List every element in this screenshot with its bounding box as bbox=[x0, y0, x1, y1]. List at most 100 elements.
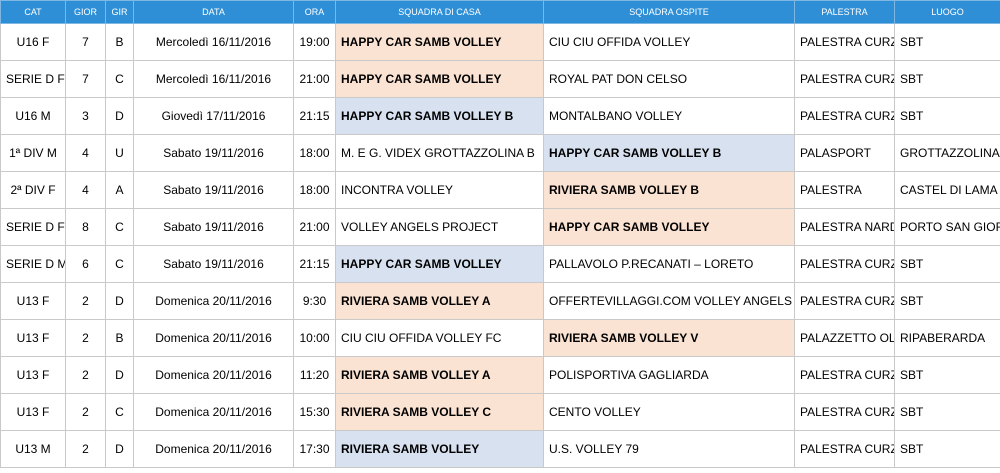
cell-data[interactable]: Domenica 20/11/2016 bbox=[133, 319, 294, 357]
cell-gior[interactable]: 2 bbox=[65, 319, 106, 357]
cell-luogo[interactable]: GROTTAZZOLINA bbox=[894, 134, 1000, 172]
cell-luogo[interactable]: PORTO SAN GIORGIO bbox=[894, 208, 1000, 246]
cell-gior[interactable]: 2 bbox=[65, 430, 106, 468]
cell-gir[interactable]: U bbox=[105, 134, 134, 172]
cell-palestra[interactable]: PALESTRA CURZI bbox=[794, 97, 895, 135]
cell-data[interactable]: Sabato 19/11/2016 bbox=[133, 245, 294, 283]
cell-ora[interactable]: 17:30 bbox=[293, 430, 336, 468]
cell-cat[interactable]: 2ª DIV F bbox=[0, 171, 66, 209]
cell-cat[interactable]: U16 F bbox=[0, 23, 66, 61]
header-gir[interactable]: GIR bbox=[105, 0, 134, 24]
cell-data[interactable]: Domenica 20/11/2016 bbox=[133, 393, 294, 431]
cell-cat[interactable]: SERIE D F bbox=[0, 60, 66, 98]
header-data[interactable]: DATA bbox=[133, 0, 294, 24]
cell-data[interactable]: Sabato 19/11/2016 bbox=[133, 134, 294, 172]
cell-squadra-casa[interactable]: RIVIERA SAMB VOLLEY A bbox=[335, 356, 544, 394]
cell-ora[interactable]: 11:20 bbox=[293, 356, 336, 394]
cell-palestra[interactable]: PALESTRA bbox=[794, 171, 895, 209]
cell-luogo[interactable]: SBT bbox=[894, 97, 1000, 135]
cell-luogo[interactable]: SBT bbox=[894, 245, 1000, 283]
cell-gir[interactable]: C bbox=[105, 208, 134, 246]
cell-cat[interactable]: U13 F bbox=[0, 356, 66, 394]
cell-squadra-casa[interactable]: INCONTRA VOLLEY bbox=[335, 171, 544, 209]
cell-cat[interactable]: SERIE D F bbox=[0, 208, 66, 246]
cell-ora[interactable]: 21:15 bbox=[293, 97, 336, 135]
cell-palestra[interactable]: PALESTRA CURZI bbox=[794, 245, 895, 283]
header-squadra-ospite[interactable]: SQUADRA OSPITE bbox=[543, 0, 795, 24]
cell-gior[interactable]: 4 bbox=[65, 134, 106, 172]
cell-squadra-casa[interactable]: HAPPY CAR SAMB VOLLEY bbox=[335, 23, 544, 61]
cell-ora[interactable]: 21:00 bbox=[293, 60, 336, 98]
cell-squadra-casa[interactable]: HAPPY CAR SAMB VOLLEY bbox=[335, 60, 544, 98]
cell-cat[interactable]: 1ª DIV M bbox=[0, 134, 66, 172]
cell-squadra-casa[interactable]: CIU CIU OFFIDA VOLLEY FC bbox=[335, 319, 544, 357]
cell-cat[interactable]: U13 F bbox=[0, 282, 66, 320]
cell-data[interactable]: Domenica 20/11/2016 bbox=[133, 356, 294, 394]
cell-palestra[interactable]: PALESTRA NARDI bbox=[794, 208, 895, 246]
cell-cat[interactable]: U13 F bbox=[0, 319, 66, 357]
header-luogo[interactable]: LUOGO bbox=[894, 0, 1000, 24]
cell-squadra-ospite[interactable]: MONTALBANO VOLLEY bbox=[543, 97, 795, 135]
cell-data[interactable]: Mercoledì 16/11/2016 bbox=[133, 23, 294, 61]
cell-data[interactable]: Sabato 19/11/2016 bbox=[133, 171, 294, 209]
cell-cat[interactable]: SERIE D M bbox=[0, 245, 66, 283]
cell-cat[interactable]: U13 F bbox=[0, 393, 66, 431]
cell-squadra-ospite[interactable]: HAPPY CAR SAMB VOLLEY B bbox=[543, 134, 795, 172]
cell-gior[interactable]: 6 bbox=[65, 245, 106, 283]
cell-gior[interactable]: 4 bbox=[65, 171, 106, 209]
cell-gir[interactable]: B bbox=[105, 319, 134, 357]
cell-squadra-casa[interactable]: RIVIERA SAMB VOLLEY bbox=[335, 430, 544, 468]
cell-squadra-casa[interactable]: M. E G. VIDEX GROTTAZZOLINA B bbox=[335, 134, 544, 172]
cell-data[interactable]: Giovedì 17/11/2016 bbox=[133, 97, 294, 135]
cell-gir[interactable]: B bbox=[105, 23, 134, 61]
cell-ora[interactable]: 19:00 bbox=[293, 23, 336, 61]
cell-squadra-ospite[interactable]: ROYAL PAT DON CELSO bbox=[543, 60, 795, 98]
cell-palestra[interactable]: PALESTRA CURZI bbox=[794, 282, 895, 320]
cell-data[interactable]: Domenica 20/11/2016 bbox=[133, 430, 294, 468]
cell-squadra-ospite[interactable]: CIU CIU OFFIDA VOLLEY bbox=[543, 23, 795, 61]
cell-palestra[interactable]: PALASPORT bbox=[794, 134, 895, 172]
cell-squadra-casa[interactable]: HAPPY CAR SAMB VOLLEY B bbox=[335, 97, 544, 135]
cell-gir[interactable]: C bbox=[105, 60, 134, 98]
cell-luogo[interactable]: SBT bbox=[894, 393, 1000, 431]
cell-palestra[interactable]: PALESTRA CURZI bbox=[794, 356, 895, 394]
cell-gior[interactable]: 7 bbox=[65, 23, 106, 61]
cell-data[interactable]: Mercoledì 16/11/2016 bbox=[133, 60, 294, 98]
cell-squadra-ospite[interactable]: RIVIERA SAMB VOLLEY V bbox=[543, 319, 795, 357]
cell-ora[interactable]: 21:15 bbox=[293, 245, 336, 283]
header-palestra[interactable]: PALESTRA bbox=[794, 0, 895, 24]
cell-gir[interactable]: D bbox=[105, 356, 134, 394]
cell-data[interactable]: Domenica 20/11/2016 bbox=[133, 282, 294, 320]
cell-palestra[interactable]: PALESTRA CURZI bbox=[794, 60, 895, 98]
cell-gior[interactable]: 2 bbox=[65, 282, 106, 320]
cell-palestra[interactable]: PALESTRA CURZI bbox=[794, 23, 895, 61]
cell-squadra-ospite[interactable]: PALLAVOLO P.RECANATI – LORETO bbox=[543, 245, 795, 283]
header-cat[interactable]: CAT bbox=[0, 0, 66, 24]
cell-luogo[interactable]: SBT bbox=[894, 282, 1000, 320]
cell-squadra-ospite[interactable]: CENTO VOLLEY bbox=[543, 393, 795, 431]
cell-ora[interactable]: 18:00 bbox=[293, 134, 336, 172]
cell-gir[interactable]: C bbox=[105, 393, 134, 431]
cell-palestra[interactable]: PALESTRA CURZI bbox=[794, 430, 895, 468]
cell-squadra-ospite[interactable]: HAPPY CAR SAMB VOLLEY bbox=[543, 208, 795, 246]
cell-palestra[interactable]: PALAZZETTO OLIMPIA bbox=[794, 319, 895, 357]
cell-cat[interactable]: U16 M bbox=[0, 97, 66, 135]
cell-squadra-casa[interactable]: RIVIERA SAMB VOLLEY A bbox=[335, 282, 544, 320]
cell-gior[interactable]: 2 bbox=[65, 393, 106, 431]
cell-squadra-casa[interactable]: VOLLEY ANGELS PROJECT bbox=[335, 208, 544, 246]
cell-squadra-ospite[interactable]: RIVIERA SAMB VOLLEY B bbox=[543, 171, 795, 209]
cell-gior[interactable]: 8 bbox=[65, 208, 106, 246]
cell-luogo[interactable]: RIPABERARDA bbox=[894, 319, 1000, 357]
cell-ora[interactable]: 15:30 bbox=[293, 393, 336, 431]
header-gior[interactable]: GIOR bbox=[65, 0, 106, 24]
cell-luogo[interactable]: CASTEL DI LAMA bbox=[894, 171, 1000, 209]
cell-gir[interactable]: C bbox=[105, 245, 134, 283]
cell-gior[interactable]: 2 bbox=[65, 356, 106, 394]
cell-luogo[interactable]: SBT bbox=[894, 23, 1000, 61]
cell-palestra[interactable]: PALESTRA CURZI bbox=[794, 393, 895, 431]
cell-gir[interactable]: A bbox=[105, 171, 134, 209]
cell-luogo[interactable]: SBT bbox=[894, 60, 1000, 98]
cell-gir[interactable]: D bbox=[105, 430, 134, 468]
cell-squadra-casa[interactable]: HAPPY CAR SAMB VOLLEY bbox=[335, 245, 544, 283]
cell-cat[interactable]: U13 M bbox=[0, 430, 66, 468]
